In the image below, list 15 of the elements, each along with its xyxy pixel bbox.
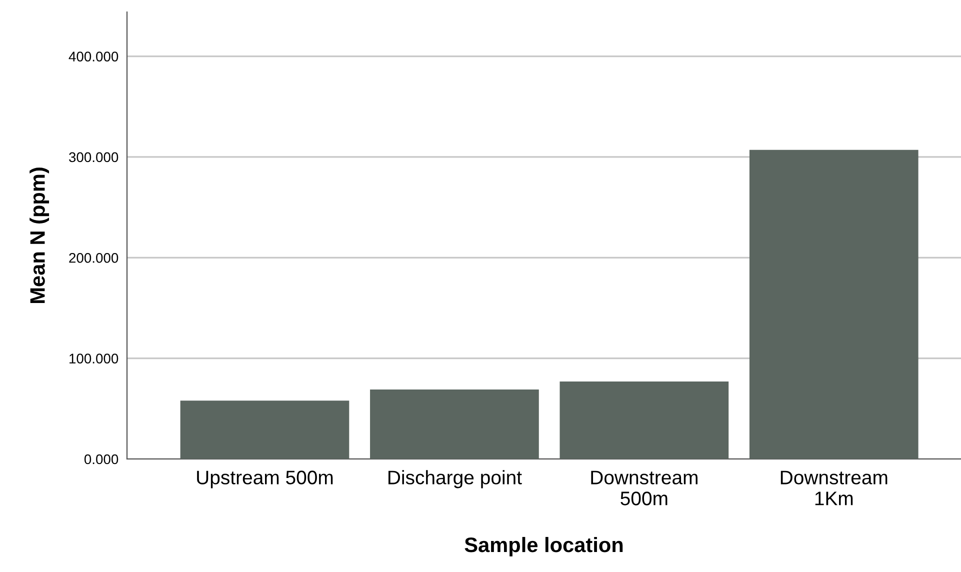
bar [180,400,350,459]
x-tick-label: Downstream 500m [591,470,698,506]
y-tick-label: 200.000 [69,252,118,263]
y-tick-label: 300.000 [68,152,118,162]
x-tick-label: Discharge point [388,470,522,488]
bar [370,390,539,459]
y-tick-label: 100.000 [70,354,118,364]
y-tick-label: 400.000 [68,52,118,62]
x-tick-label: Upstream 500m [197,470,333,488]
bar [560,381,729,459]
y-axis-title: Mean N (ppm) [30,168,50,303]
x-axis-title: Sample location [464,536,623,556]
x-tick-label: Downstream 1Km [780,470,888,506]
y-tick-label: 0.000 [84,454,118,464]
bar [749,150,918,459]
